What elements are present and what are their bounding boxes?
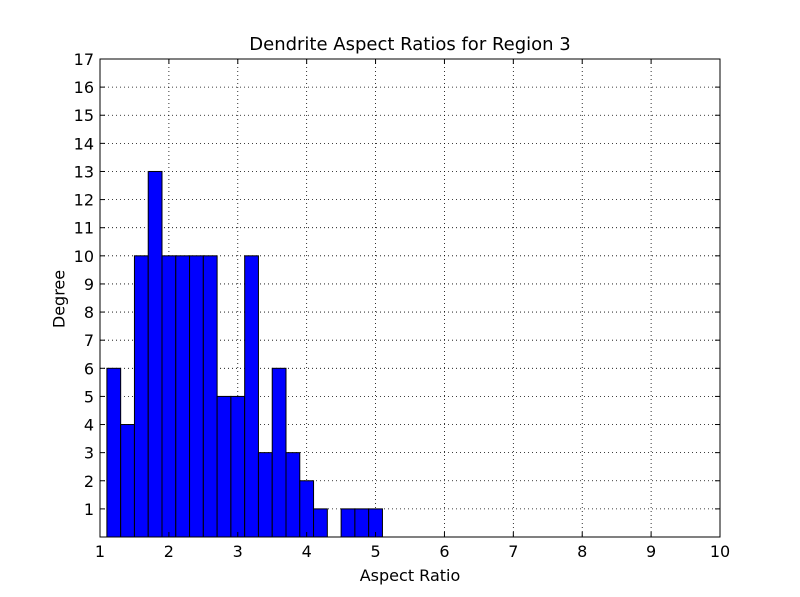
y-tick-label: 17 (74, 50, 94, 69)
y-tick-label: 2 (84, 472, 94, 491)
histogram-bar (161, 255, 177, 538)
chart-title: Dendrite Aspect Ratios for Region 3 (249, 34, 571, 55)
histogram-bar (354, 508, 370, 538)
y-tick-label: 15 (74, 106, 94, 125)
histogram-bar (313, 508, 328, 538)
y-tick-label: 7 (84, 331, 94, 350)
x-tick-label: 3 (233, 542, 243, 561)
plot-frame (99, 58, 721, 538)
histogram-bar (189, 255, 204, 538)
y-tick-label: 3 (84, 444, 94, 463)
y-tick-label: 5 (84, 387, 94, 406)
y-tick-label: 11 (74, 219, 94, 238)
y-tick-label: 1 (84, 500, 94, 519)
x-tick-label: 1 (95, 542, 105, 561)
histogram-bar (106, 367, 122, 538)
histogram-bar (175, 255, 191, 538)
histogram-bar (340, 508, 356, 538)
y-tick-label: 14 (74, 134, 94, 153)
histogram-bar (120, 424, 135, 538)
y-tick-label: 4 (84, 416, 94, 435)
histogram-bar (299, 480, 315, 538)
y-tick-label: 16 (74, 78, 94, 97)
y-tick-label: 8 (84, 303, 94, 322)
histogram-bar (216, 395, 232, 538)
x-tick-label: 2 (164, 542, 174, 561)
y-tick-label: 9 (84, 275, 94, 294)
y-tick-label: 13 (74, 162, 94, 181)
x-tick-label: 5 (370, 542, 380, 561)
x-tick-label: 10 (710, 542, 730, 561)
histogram-bar (271, 367, 287, 538)
x-tick-label: 6 (439, 542, 449, 561)
histogram-bar (285, 452, 301, 538)
x-axis-label: Aspect Ratio (359, 566, 461, 585)
histogram-bar (230, 395, 246, 538)
histogram-bar (202, 255, 218, 538)
y-tick-label: 10 (74, 247, 94, 266)
histogram-bar (244, 255, 259, 538)
histogram-bar (147, 170, 163, 538)
y-tick-label: 12 (74, 191, 94, 210)
x-tick-label: 7 (508, 542, 518, 561)
histogram-bar (257, 452, 273, 538)
y-tick-label: 6 (84, 359, 94, 378)
x-tick-label: 9 (646, 542, 656, 561)
x-tick-label: 4 (302, 542, 312, 561)
x-tick-label: 8 (577, 542, 587, 561)
histogram-bar (133, 255, 149, 538)
